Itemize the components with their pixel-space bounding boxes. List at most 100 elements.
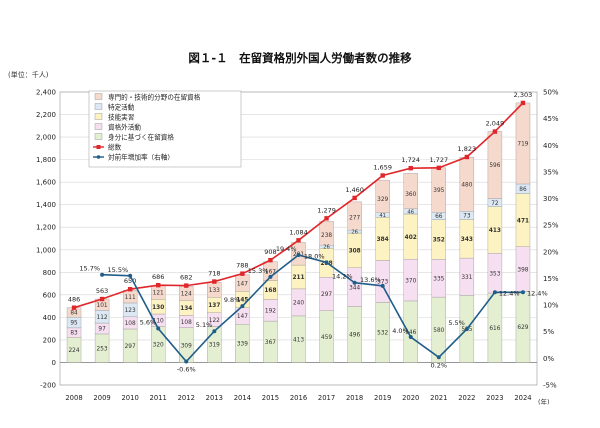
bar-segment	[347, 229, 362, 234]
total-label: 908	[264, 248, 276, 256]
y2-tick-label: 5%	[543, 328, 554, 336]
totals-marker	[240, 271, 245, 276]
totals-marker	[408, 165, 413, 171]
segment-label: 331	[461, 275, 472, 281]
y-tick-label: 200	[43, 336, 56, 344]
segment-label: 471	[517, 218, 529, 224]
y2-tick-label: 0%	[543, 355, 554, 363]
y-tick-label: 1,400	[36, 201, 56, 209]
segment-label: 137	[208, 303, 220, 309]
total-label: 1,084	[289, 228, 308, 236]
lines: 486 563 650 686 682 718 788 908 1,084 1,279 1,460 1…	[68, 91, 548, 374]
growth-marker	[436, 355, 441, 360]
x-tick-label: 2014	[234, 394, 251, 402]
y2-tick-label: 30%	[543, 195, 559, 203]
growth-label: 5.5%	[448, 319, 465, 327]
segment-label: 147	[237, 314, 248, 320]
total-label: 563	[96, 287, 108, 295]
totals-marker	[127, 287, 133, 292]
y-tick-label: 400	[43, 314, 56, 322]
total-label: 2,049	[486, 120, 505, 128]
segment-label: 83	[70, 331, 78, 337]
total-label: 682	[180, 274, 192, 282]
x-tick-label: 2017	[318, 394, 335, 402]
x-tick-label: 2011	[150, 394, 167, 402]
totals-marker	[268, 257, 273, 263]
total-label: 486	[68, 296, 80, 304]
segment-label: 719	[517, 142, 528, 148]
segment-label: 130	[152, 305, 164, 311]
segment-label: 297	[125, 344, 136, 350]
segment-label: 46	[407, 209, 414, 215]
legend-swatch	[94, 133, 103, 140]
y2-tick-label: 25%	[543, 222, 559, 230]
x-tick-label: 2023	[486, 394, 503, 402]
x-tick-label: 2013	[206, 394, 223, 402]
x-tick-label: 2022	[458, 394, 475, 402]
growth-marker	[240, 304, 245, 309]
segment-label: 373	[377, 280, 388, 286]
total-label: 788	[236, 262, 248, 270]
segment-label: 147	[237, 281, 248, 287]
totals-marker	[99, 296, 105, 302]
chart-title: 図１-１ 在留資格別外国人労働者数の推移	[188, 51, 412, 65]
segment-label: 133	[209, 288, 220, 294]
totals-marker	[352, 195, 357, 201]
segment-label: 26	[323, 245, 330, 251]
totals-marker	[296, 238, 301, 243]
segment-label: 532	[377, 331, 388, 337]
y-tick-label: 2,200	[36, 111, 56, 119]
x-tick-label: 2010	[121, 394, 138, 402]
segment-label: 134	[180, 306, 192, 312]
legend-swatch	[94, 113, 103, 120]
y2-tick-label: 20%	[543, 248, 559, 256]
x-tick-label: 2016	[290, 394, 307, 402]
x-tick-label: 2020	[402, 394, 419, 402]
x-tick-label: 2015	[262, 394, 279, 402]
segment-label: 319	[209, 343, 220, 349]
segment-label: 110	[153, 318, 164, 324]
y2-tick-label: -5%	[543, 382, 557, 390]
growth-line	[102, 254, 523, 363]
segment-label: 353	[489, 271, 500, 277]
segment-label: 370	[405, 278, 416, 284]
total-label: 1,727	[429, 156, 448, 164]
growth-marker	[296, 253, 301, 258]
y-tick-label: 600	[43, 291, 56, 299]
bar-segment	[319, 245, 334, 249]
x-tick-label: 2008	[65, 394, 82, 402]
growth-marker	[268, 274, 273, 279]
y-tick-label: -200	[40, 382, 56, 390]
totals-marker	[380, 173, 385, 178]
growth-marker	[324, 260, 329, 265]
segment-label: 277	[349, 216, 360, 222]
segment-label: 108	[181, 320, 192, 326]
legend-marker	[96, 145, 101, 149]
growth-label: 15.3%	[248, 267, 269, 275]
segment-label: 335	[433, 276, 444, 282]
x-tick-label: 2021	[430, 394, 447, 402]
total-label: 1,823	[458, 145, 477, 153]
segment-label: 546	[405, 330, 416, 336]
x-tick-label: 2024	[514, 394, 531, 402]
segment-label: 480	[461, 182, 472, 188]
y2-tick-label: 45%	[543, 115, 559, 123]
growth-label: 15.7%	[79, 265, 100, 273]
legend-label: 総数	[108, 142, 122, 151]
segment-label: 121	[153, 291, 164, 297]
y2-tick-label: 15%	[543, 275, 559, 283]
y-tick-label: 1,800	[36, 156, 56, 164]
segment-label: 101	[97, 303, 108, 309]
totals-marker	[492, 129, 498, 134]
plot-frame	[59, 91, 538, 386]
growth-marker	[464, 327, 469, 332]
totals-marker	[184, 283, 189, 288]
growth-label: 19.4%	[276, 245, 297, 253]
segment-label: 616	[489, 326, 500, 332]
growth-marker	[156, 326, 161, 331]
segment-label: 253	[97, 346, 108, 352]
segment-label: 95	[70, 321, 78, 327]
growth-marker	[128, 273, 133, 278]
legend-swatch	[94, 103, 103, 110]
growth-marker	[408, 335, 413, 340]
